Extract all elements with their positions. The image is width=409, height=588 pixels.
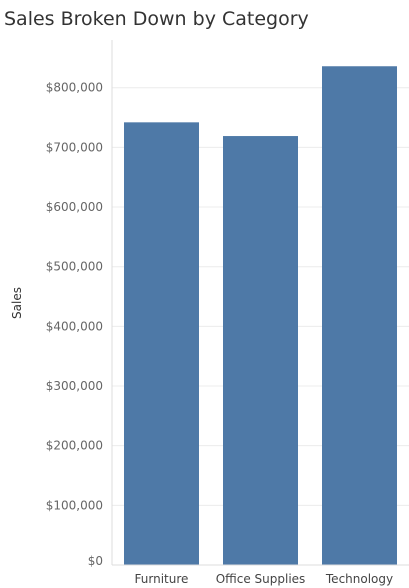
bar-office-supplies[interactable]	[223, 136, 298, 565]
y-tick-label: $0	[88, 554, 103, 568]
axes	[111, 40, 409, 566]
y-tick-label: $500,000	[46, 260, 103, 274]
y-tick-labels: $0 $100,000 $200,000 $300,000 $400,000 $500,0…	[46, 81, 103, 568]
y-tick-label: $800,000	[46, 81, 103, 95]
y-tick-label: $200,000	[46, 439, 103, 453]
y-tick-label: $400,000	[46, 319, 103, 333]
chart-title: Sales Broken Down by Category	[4, 8, 309, 30]
bars	[124, 66, 397, 566]
x-category-label: Technology	[325, 572, 393, 586]
bar-technology[interactable]	[322, 66, 397, 565]
y-tick-label: $300,000	[46, 379, 103, 393]
y-tick-label: $700,000	[46, 140, 103, 154]
x-category-label: Office Supplies	[216, 572, 306, 586]
y-tick-label: $100,000	[46, 498, 103, 512]
x-category-label: Furniture	[135, 572, 189, 586]
x-category-labels: Furniture Office Supplies Technology	[135, 572, 394, 586]
bar-furniture[interactable]	[124, 122, 199, 566]
y-tick-label: $600,000	[46, 200, 103, 214]
y-axis-title: Sales	[10, 287, 24, 319]
